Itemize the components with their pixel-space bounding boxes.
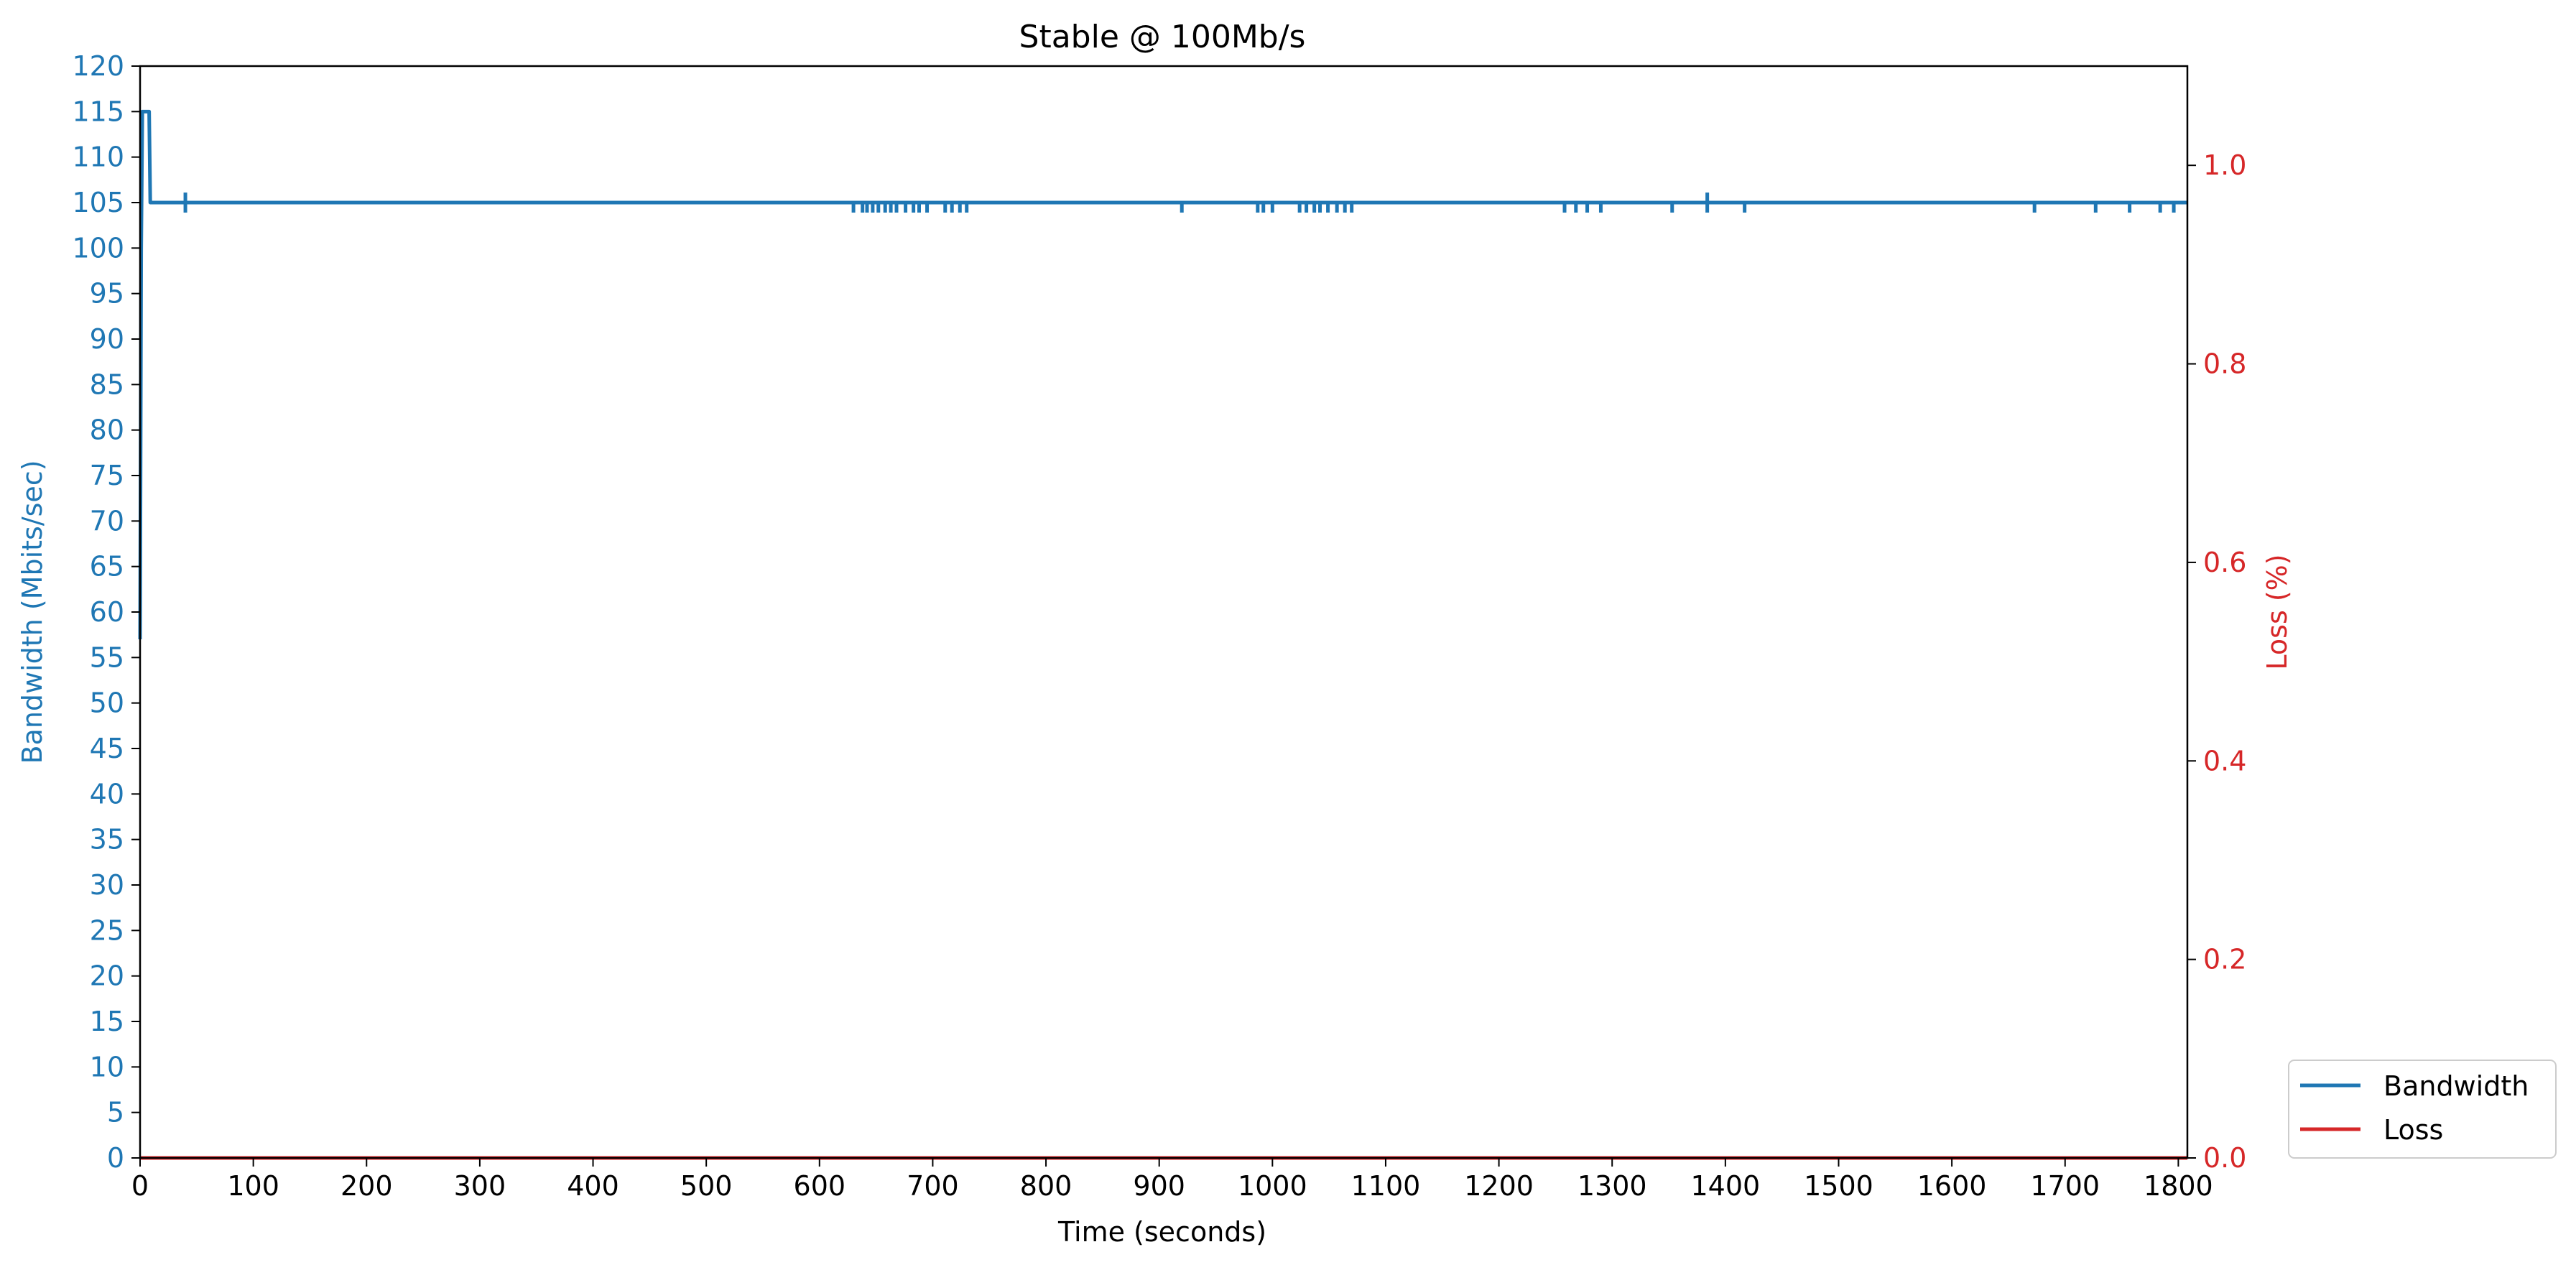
left-tick-label: 70 [90, 505, 124, 537]
legend: Bandwidth Loss [2288, 1060, 2557, 1159]
right-tick-label: 0.8 [2203, 348, 2246, 380]
left-axis-label: Bandwidth (Mbits/sec) [17, 460, 48, 764]
legend-label-loss: Loss [2383, 1114, 2443, 1146]
left-tick-label: 100 [72, 232, 124, 264]
x-tick-label: 100 [227, 1170, 279, 1202]
left-tick-label: 15 [90, 1006, 124, 1037]
right-tick-label: 0.2 [2203, 944, 2246, 975]
x-tick-label: 300 [454, 1170, 506, 1202]
left-axis: 0 5 10 15 20 25 30 35 40 45 50 55 60 65 70 75 80 85 90 95 10… [72, 50, 140, 1174]
x-tick-label: 800 [1020, 1170, 1072, 1202]
plot-frame [139, 65, 2189, 1159]
left-tick-label: 75 [90, 460, 124, 491]
series-layer [138, 109, 2187, 1160]
left-tick-label: 50 [90, 687, 124, 719]
x-tick-label: 1800 [2144, 1170, 2213, 1202]
x-tick-label: 1300 [1577, 1170, 1647, 1202]
x-axis: 0 100 200 300 400 500 600 700 800 900 1000 1100 1200… [131, 1158, 2213, 1202]
left-tick-label: 45 [90, 733, 124, 764]
right-axis-label: Loss (%) [2261, 554, 2293, 669]
left-tick-label: 120 [72, 50, 124, 82]
left-tick-label: 10 [90, 1051, 124, 1083]
x-tick-label: 1000 [1238, 1170, 1307, 1202]
left-tick-label: 55 [90, 641, 124, 673]
left-tick-label: 60 [90, 596, 124, 628]
chart-title: Stable @ 100Mb/s [1019, 19, 1306, 55]
x-tick-label: 1500 [1804, 1170, 1873, 1202]
x-tick-label: 200 [340, 1170, 393, 1202]
x-tick-label: 600 [794, 1170, 846, 1202]
left-tick-label: 95 [90, 278, 124, 310]
x-tick-label: 1200 [1464, 1170, 1534, 1202]
x-tick-label: 400 [567, 1170, 619, 1202]
left-tick-label: 30 [90, 869, 124, 901]
left-tick-label: 85 [90, 369, 124, 400]
x-tick-label: 1100 [1351, 1170, 1421, 1202]
x-tick-label: 500 [680, 1170, 733, 1202]
left-tick-label: 65 [90, 551, 124, 583]
left-tick-label: 40 [90, 778, 124, 810]
x-axis-label: Time (seconds) [1057, 1216, 1266, 1248]
x-tick-label: 1600 [1917, 1170, 1987, 1202]
left-tick-label: 35 [90, 824, 124, 856]
right-tick-label: 0.0 [2203, 1142, 2246, 1174]
left-tick-label: 20 [90, 960, 124, 992]
left-tick-label: 80 [90, 414, 124, 446]
right-tick-label: 0.4 [2203, 745, 2246, 777]
legend-label-bandwidth: Bandwidth [2383, 1070, 2529, 1102]
left-tick-label: 90 [90, 323, 124, 355]
right-tick-label: 0.6 [2203, 547, 2246, 578]
x-tick-label: 700 [907, 1170, 959, 1202]
left-tick-label: 5 [107, 1097, 124, 1128]
left-tick-label: 0 [107, 1142, 124, 1174]
left-tick-label: 115 [72, 96, 124, 127]
left-tick-label: 105 [72, 187, 124, 218]
x-tick-label: 900 [1133, 1170, 1185, 1202]
right-axis: 0.0 0.2 0.4 0.6 0.8 1.0 [2187, 149, 2246, 1174]
left-tick-label: 25 [90, 914, 124, 946]
x-tick-label: 1400 [1690, 1170, 1760, 1202]
x-tick-label: 1700 [2030, 1170, 2100, 1202]
left-tick-label: 110 [72, 142, 124, 173]
series-line-bandwidth [138, 109, 2187, 640]
right-tick-label: 1.0 [2203, 149, 2246, 181]
x-tick-label: 0 [131, 1170, 149, 1202]
